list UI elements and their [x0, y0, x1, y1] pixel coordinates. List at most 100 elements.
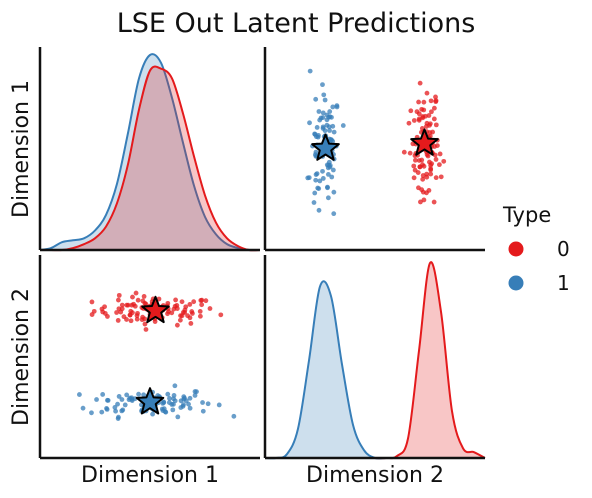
- scatter-point-type-0: [124, 302, 130, 308]
- legend-swatch-type-1: [508, 275, 524, 291]
- scatter-point-type-1: [172, 383, 178, 389]
- scatter-point-type-1: [312, 131, 318, 137]
- scatter-point-type-1: [205, 401, 211, 407]
- scatter-point-type-0: [430, 129, 436, 135]
- scatter-point-type-0: [420, 173, 426, 178]
- scatter-point-type-0: [424, 190, 429, 196]
- scatter-point-type-1: [320, 176, 326, 181]
- scatter-point-type-0: [438, 174, 444, 180]
- scatter-point-type-0: [129, 302, 135, 308]
- legend: Type 0 1: [502, 203, 570, 295]
- scatter-point-type-0: [425, 153, 431, 159]
- scatter-point-type-0: [128, 318, 134, 324]
- kde-area-type-1: [40, 54, 260, 251]
- scatter-point-type-1: [316, 109, 322, 114]
- scatter-point-type-1: [320, 168, 325, 174]
- scatter-point-type-0: [431, 116, 437, 122]
- scatter-point-type-1: [305, 175, 311, 181]
- scatter-point-type-1: [320, 110, 326, 116]
- scatter-point-type-0: [115, 318, 121, 323]
- scatter-point-type-0: [124, 317, 129, 322]
- scatter-point-type-0: [416, 111, 422, 117]
- scatter-point-type-1: [231, 413, 237, 419]
- centroid-star-type-1: [135, 387, 165, 415]
- scatter-point-type-1: [169, 402, 175, 407]
- scatter-point-type-1: [324, 112, 330, 118]
- centroid-star-type-1: [311, 133, 340, 161]
- panel-dim2-vs-dim1-scatter: [305, 68, 447, 217]
- scatter-point-type-0: [424, 90, 430, 96]
- scatter-point-type-1: [181, 402, 186, 408]
- scatter-point-type-0: [431, 105, 437, 111]
- scatter-point-type-1: [105, 397, 111, 403]
- kde-area-type-0: [265, 262, 485, 459]
- scatter-point-type-1: [113, 408, 119, 414]
- kde-line-type-0: [39, 65, 261, 252]
- scatter-point-type-0: [177, 317, 183, 323]
- scatter-point-type-0: [427, 133, 433, 139]
- scatter-point-type-1: [312, 190, 318, 196]
- scatter-point-type-0: [207, 306, 213, 311]
- scatter-point-type-0: [424, 174, 430, 180]
- scatter-point-type-1: [316, 207, 322, 213]
- scatter-point-type-1: [311, 200, 317, 205]
- scatter-point-type-1: [320, 82, 325, 88]
- scatter-point-type-1: [136, 391, 141, 397]
- scatter-point-type-0: [433, 98, 439, 104]
- panel-dim1-kde: [39, 53, 261, 252]
- panel-dim1-vs-dim2-scatter: [77, 290, 237, 421]
- scatter-point-type-0: [169, 310, 175, 316]
- scatter-point-type-0: [142, 321, 148, 327]
- scatter-point-type-1: [320, 115, 326, 120]
- scatter-point-type-0: [421, 99, 427, 105]
- scatter-point-type-0: [417, 80, 423, 86]
- scatter-point-type-0: [134, 316, 140, 322]
- scatter-point-type-0: [431, 199, 437, 205]
- scatter-point-type-0: [141, 294, 147, 299]
- scatter-point-type-1: [187, 395, 193, 401]
- scatter-point-type-0: [427, 121, 433, 127]
- legend-label-type-0: 0: [557, 237, 570, 261]
- scatter-point-type-1: [175, 414, 181, 420]
- scatter-point-type-0: [174, 322, 180, 328]
- centroid-star-type-0: [410, 128, 439, 156]
- scatter-point-type-0: [411, 118, 417, 123]
- scatter-point-type-0: [135, 297, 141, 303]
- scatter-point-type-1: [161, 400, 167, 405]
- scatter-point-type-0: [203, 298, 209, 304]
- scatter-point-type-0: [191, 299, 197, 305]
- scatter-point-type-0: [416, 99, 421, 105]
- scatter-point-type-1: [327, 109, 333, 114]
- scatter-point-type-0: [421, 197, 427, 203]
- scatter-point-type-0: [416, 117, 422, 123]
- scatter-point-type-0: [99, 306, 105, 312]
- scatter-point-type-0: [173, 297, 179, 303]
- scatter-point-type-1: [172, 398, 178, 404]
- scatter-point-type-1: [334, 104, 340, 110]
- scatter-point-type-1: [104, 406, 110, 412]
- scatter-point-type-0: [428, 171, 434, 177]
- scatter-point-type-0: [419, 106, 425, 112]
- kde-line-type-1: [39, 53, 261, 252]
- scatter-point-type-0: [143, 327, 149, 332]
- scatter-point-type-1: [313, 96, 319, 102]
- scatter-point-type-0: [416, 185, 421, 191]
- row-label-dimension-1: Dimension 1: [9, 80, 34, 218]
- scatter-point-type-0: [188, 321, 194, 326]
- scatter-point-type-0: [142, 316, 148, 322]
- scatter-point-type-1: [89, 410, 94, 416]
- scatter-point-type-0: [420, 176, 426, 182]
- scatter-point-type-1: [187, 405, 193, 411]
- scatter-point-type-1: [329, 174, 335, 180]
- scatter-point-type-1: [77, 392, 82, 397]
- scatter-point-type-1: [200, 408, 206, 414]
- col-label-dimension-2: Dimension 2: [306, 463, 444, 488]
- scatter-point-type-0: [199, 302, 205, 308]
- scatter-point-type-1: [170, 407, 176, 413]
- scatter-point-type-1: [313, 172, 319, 177]
- scatter-point-type-1: [324, 122, 330, 128]
- scatter-point-type-0: [105, 314, 110, 319]
- scatter-point-type-0: [128, 308, 134, 314]
